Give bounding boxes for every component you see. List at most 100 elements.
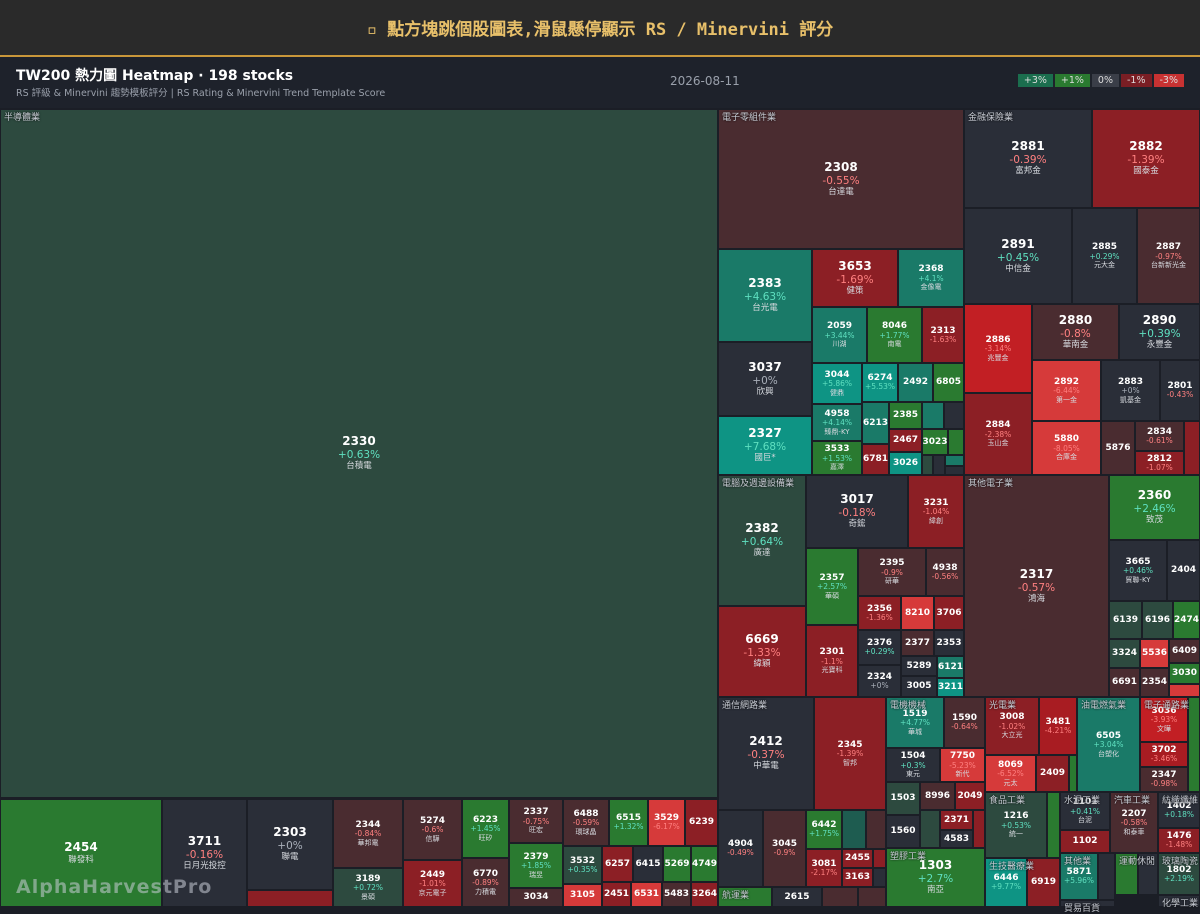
stock-tile[interactable]: 6805 (933, 363, 964, 402)
stock-tile[interactable]: 4583 (940, 830, 973, 848)
stock-tile[interactable]: 1590 -0.64% (944, 697, 985, 748)
stock-tile[interactable]: 2360 +2.46% 致茂 (1109, 475, 1200, 540)
stock-tile[interactable]: 2347 -0.98% (1140, 767, 1188, 792)
stock-tile[interactable]: 2892 -6.44% 第一金 (1032, 360, 1101, 421)
stock-tile[interactable]: 2301 -1.1% 光寶科 (806, 625, 858, 697)
stock-tile[interactable]: 8210 (901, 596, 934, 630)
stock-tile[interactable] (933, 455, 945, 475)
stock-tile[interactable]: 5483 (662, 882, 691, 907)
stock-tile[interactable]: 1519 +4.77% 華城 (886, 697, 944, 748)
stock-tile[interactable]: 1216 +0.53% 統一 (985, 792, 1047, 858)
stock-tile[interactable]: 1476 -1.48% (1158, 828, 1200, 853)
stock-tile[interactable]: 7750 -5.23% 新代 (940, 748, 985, 782)
stock-tile[interactable]: 6446 +9.77% (985, 858, 1027, 907)
stock-tile[interactable]: 6139 (1109, 601, 1142, 639)
stock-tile[interactable]: 3005 (901, 676, 937, 697)
stock-tile[interactable]: 2337 -0.75% 旺宏 (509, 799, 563, 843)
stock-tile[interactable] (944, 402, 964, 429)
stock-tile[interactable]: 2467 (889, 429, 922, 452)
stock-tile[interactable]: 1503 (886, 782, 920, 815)
stock-tile[interactable]: 1802 +2.19% (1158, 853, 1200, 895)
stock-tile[interactable] (1060, 900, 1115, 907)
stock-tile[interactable]: 3324 (1109, 639, 1140, 668)
stock-tile[interactable]: 3008 -1.02% 大立光 (985, 697, 1039, 755)
stock-tile[interactable]: 4938 -0.56% (926, 548, 964, 596)
stock-tile[interactable]: 6274 +5.53% (862, 363, 898, 402)
stock-tile[interactable]: 3034 (509, 888, 563, 907)
stock-tile[interactable]: 6121 (937, 656, 964, 678)
stock-tile[interactable]: 2324 +0% (858, 665, 901, 697)
stock-tile[interactable] (948, 429, 964, 455)
stock-tile[interactable]: 6669 -1.33% 緯穎 (718, 606, 806, 697)
stock-tile[interactable]: 2317 -0.57% 鴻海 (964, 475, 1109, 697)
stock-tile[interactable]: 5871 +5.96% (1060, 853, 1098, 900)
stock-tile[interactable] (1138, 853, 1158, 895)
stock-tile[interactable]: 3211 (937, 678, 964, 697)
stock-tile[interactable]: 3711 -0.16% 日月光投控 (162, 799, 247, 907)
stock-tile[interactable]: 2880 -0.8% 華南金 (1032, 304, 1119, 360)
stock-tile[interactable]: 2308 -0.55% 台達電 (718, 109, 964, 249)
stock-tile[interactable]: 2454 聯發科 (0, 799, 162, 907)
stock-tile[interactable]: 2303 +0% 聯電 (247, 799, 333, 890)
stock-tile[interactable]: 6196 (1142, 601, 1173, 639)
stock-tile[interactable]: 3023 (922, 429, 948, 455)
stock-tile[interactable]: 5876 (1101, 421, 1135, 475)
stock-tile[interactable] (1188, 697, 1200, 792)
stock-tile[interactable]: 2881 -0.39% 富邦金 (964, 109, 1092, 208)
stock-tile[interactable]: 3702 -3.46% (1140, 742, 1188, 767)
stock-tile[interactable]: 5289 (901, 656, 937, 676)
stock-tile[interactable]: 2449 -1.01% 京元電子 (403, 860, 462, 907)
stock-tile[interactable] (922, 455, 933, 475)
stock-tile[interactable]: 3030 (1169, 663, 1200, 684)
stock-tile[interactable]: 2377 (901, 630, 934, 656)
stock-tile[interactable]: 5880 -8.05% 合庫金 (1032, 421, 1101, 475)
stock-tile[interactable]: 2455 (842, 849, 873, 868)
stock-tile[interactable]: 8069 -6.52% 元太 (985, 755, 1036, 792)
stock-tile[interactable]: 3189 +0.72% 景碩 (333, 868, 403, 907)
stock-tile[interactable] (1158, 895, 1200, 907)
stock-tile[interactable]: 3481 -4.21% (1039, 697, 1077, 755)
stock-tile[interactable]: 1101 +0.41% 台泥 (1060, 792, 1110, 830)
stock-tile[interactable]: 3231 -1.04% 緯創 (908, 475, 964, 548)
stock-tile[interactable]: 1102 (1060, 830, 1110, 853)
stock-tile[interactable]: 6409 (1169, 639, 1200, 663)
stock-tile[interactable]: 2327 +7.68% 國巨* (718, 416, 812, 475)
stock-tile[interactable]: 2615 (772, 887, 822, 907)
stock-tile[interactable]: 2885 +0.29% 元大金 (1072, 208, 1137, 304)
stock-tile[interactable]: 3081 -2.17% (806, 849, 842, 887)
stock-tile[interactable]: 6223 +1.45% 旺矽 (462, 799, 509, 858)
stock-tile[interactable]: 2474 (1173, 601, 1200, 639)
stock-tile[interactable]: 3045 -0.9% (763, 810, 806, 887)
stock-tile[interactable]: 6442 +1.75% (806, 810, 842, 849)
stock-tile[interactable]: 6919 (1027, 858, 1060, 907)
stock-tile[interactable]: 6515 +1.32% (609, 799, 648, 846)
stock-tile[interactable]: 6257 (602, 846, 633, 882)
stock-tile[interactable]: 2882 -1.39% 國泰金 (1092, 109, 1200, 208)
stock-tile[interactable]: 6213 (862, 402, 889, 444)
stock-tile[interactable]: 5274 -0.6% 信驊 (403, 799, 462, 860)
stock-tile[interactable]: 2891 +0.45% 中信金 (964, 208, 1072, 304)
stock-tile[interactable]: 2834 -0.61% (1135, 421, 1184, 451)
stock-tile[interactable] (1098, 853, 1115, 900)
stock-tile[interactable]: 2049 (955, 782, 985, 810)
stock-tile[interactable]: 2884 -2.38% 玉山金 (964, 393, 1032, 475)
stock-tile[interactable]: 6505 +3.04% 台塑化 (1077, 697, 1140, 792)
stock-tile[interactable]: 2385 (889, 402, 922, 429)
stock-tile[interactable]: 2368 +4.1% 金像電 (898, 249, 964, 307)
stock-tile[interactable]: 3532 +0.35% (563, 846, 602, 884)
stock-tile[interactable]: 1303 +2.7% 南亞 (886, 848, 985, 907)
stock-tile[interactable]: 3653 -1.69% 健策 (812, 249, 898, 307)
stock-tile[interactable]: 3044 +5.86% 健鼎 (812, 363, 862, 404)
stock-tile[interactable] (945, 455, 964, 466)
stock-tile[interactable]: 3036 -3.93% 文曄 (1140, 697, 1188, 742)
stock-tile[interactable]: 2409 (1036, 755, 1069, 792)
stock-tile[interactable]: 3533 +1.53% 嘉澤 (812, 441, 862, 475)
stock-tile[interactable]: 3037 +0% 欣興 (718, 342, 812, 416)
stock-tile[interactable]: 1560 (886, 815, 920, 848)
stock-tile[interactable] (920, 810, 940, 848)
stock-tile[interactable] (1169, 684, 1200, 697)
stock-tile[interactable]: 2890 +0.39% 永豐金 (1119, 304, 1200, 360)
stock-tile[interactable]: 3706 (934, 596, 964, 630)
stock-tile[interactable]: 1504 +0.3% 東元 (886, 748, 940, 782)
stock-tile[interactable]: 2383 +4.63% 台光電 (718, 249, 812, 342)
